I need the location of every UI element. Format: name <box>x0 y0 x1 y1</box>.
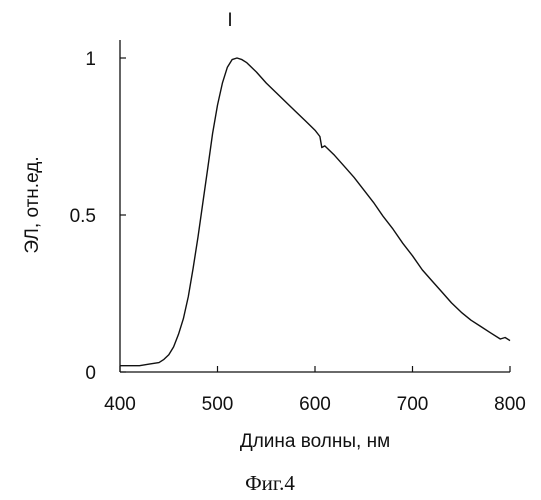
chart-axes <box>120 40 510 372</box>
y-tick-label: 0.5 <box>70 206 96 227</box>
x-tick-label: 700 <box>397 394 429 415</box>
y-ticks: 00.51 <box>70 49 126 384</box>
y-tick-label: 1 <box>85 49 96 70</box>
y-tick-label: 0 <box>85 363 96 384</box>
x-tick-label: 800 <box>494 394 526 415</box>
x-tick-label: 500 <box>202 394 234 415</box>
x-ticks: 400 500 600 700 800 <box>104 366 526 415</box>
curve-annotation: I <box>227 10 232 31</box>
figure-caption: Фиг.4 <box>245 471 295 495</box>
x-axis-label: Длина волны, нм <box>240 431 390 452</box>
x-tick-label: 400 <box>104 394 136 415</box>
series-line <box>120 58 510 366</box>
x-tick-label: 600 <box>299 394 331 415</box>
y-axis-label: ЭЛ, отн.ед. <box>22 156 43 253</box>
